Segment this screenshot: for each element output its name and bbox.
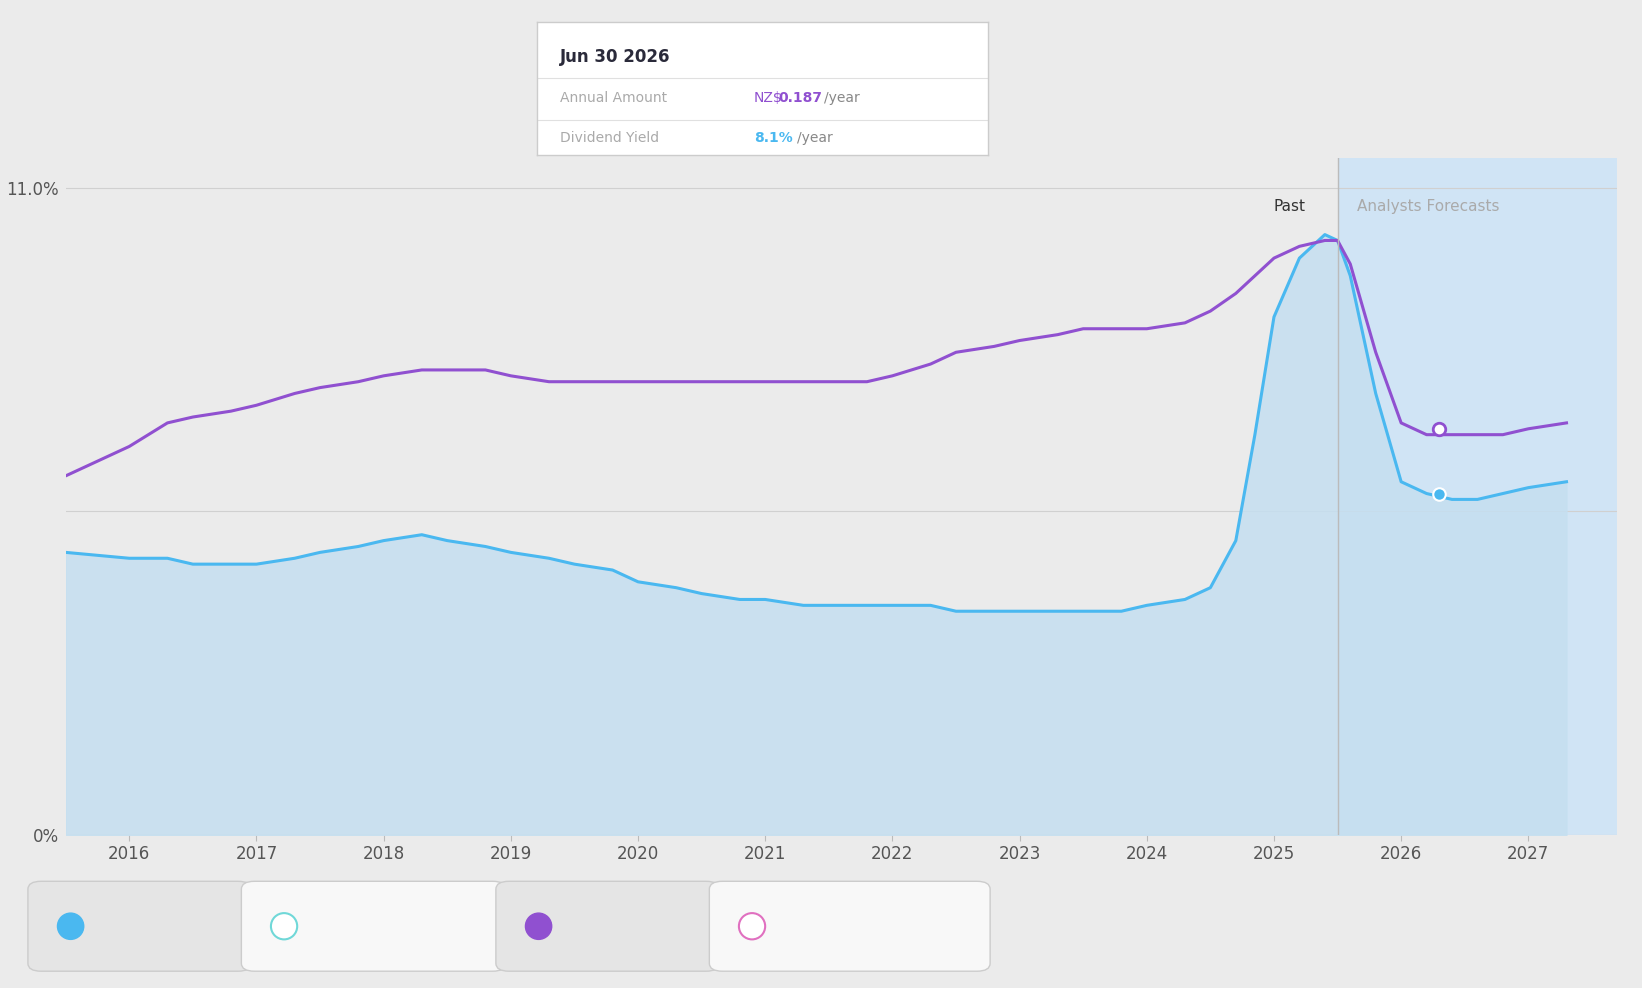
Text: /year: /year bbox=[796, 131, 832, 145]
Text: /year: /year bbox=[824, 91, 859, 105]
Text: Annual Amount: Annual Amount bbox=[560, 919, 693, 934]
Text: Annual Amount: Annual Amount bbox=[560, 91, 667, 105]
Text: Jun 30 2026: Jun 30 2026 bbox=[560, 48, 670, 66]
Text: 0.187: 0.187 bbox=[778, 91, 823, 105]
Bar bbox=[1338, 158, 1617, 835]
Text: NZ$: NZ$ bbox=[754, 91, 783, 105]
Text: Dividend Yield: Dividend Yield bbox=[92, 919, 215, 934]
Text: 8.1%: 8.1% bbox=[754, 131, 793, 145]
Text: Dividend Payments: Dividend Payments bbox=[305, 919, 470, 934]
Text: Analysts Forecasts: Analysts Forecasts bbox=[1356, 200, 1499, 214]
Text: Dividend Yield: Dividend Yield bbox=[560, 131, 658, 145]
Text: Earnings Per Share: Earnings Per Share bbox=[773, 919, 938, 934]
Text: Past: Past bbox=[1274, 200, 1305, 214]
